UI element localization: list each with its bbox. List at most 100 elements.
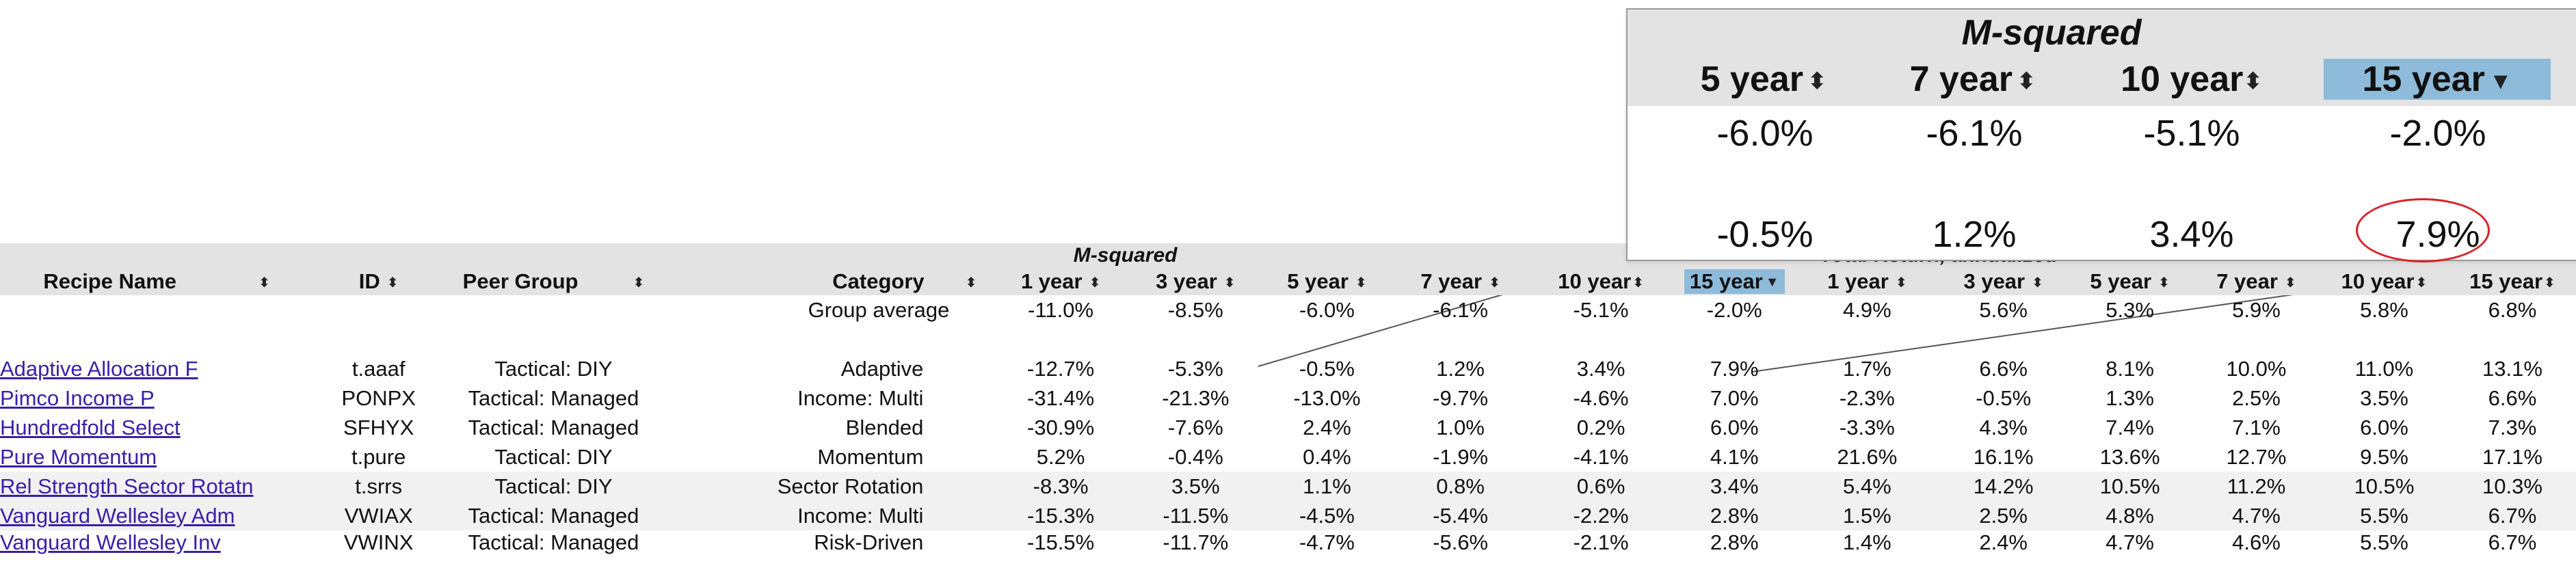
- sort-updown-icon[interactable]: ⬍: [1089, 275, 1101, 291]
- table-cell: 13.1%: [2482, 356, 2542, 381]
- zoom-value: -0.5%: [1716, 214, 1814, 255]
- sort-updown-icon[interactable]: ⬍: [1489, 275, 1500, 291]
- table-cell: 0.6%: [1576, 474, 1625, 498]
- recipe-link[interactable]: Vanguard Wellesley Inv: [0, 530, 221, 554]
- table-cell: 11.2%: [2227, 474, 2286, 498]
- table-cell: 9.5%: [2360, 444, 2408, 469]
- table-row: Vanguard Wellesley Adm VWIAX Tactical: Man…: [0, 501, 2576, 530]
- col-header-ms-10y[interactable]: 10 year ⬍: [1558, 269, 1644, 293]
- category-cell: Sector Rotation: [777, 474, 924, 498]
- sort-updown-icon[interactable]: ⬍: [2032, 275, 2043, 291]
- col-header-tr-7y[interactable]: 7 year ⬍: [2216, 269, 2296, 293]
- sort-desc-icon[interactable]: ▼: [1765, 275, 1779, 290]
- sort-updown-icon[interactable]: ⬍: [386, 275, 399, 291]
- sort-updown-icon[interactable]: ⬍: [1895, 275, 1907, 291]
- sort-updown-icon[interactable]: ⬍: [2284, 275, 2296, 291]
- sort-updown-icon[interactable]: ⬍: [965, 275, 977, 291]
- zoom-col-7-year[interactable]: 7 year ⬍: [1894, 59, 2051, 100]
- peer-group-cell: Tactical: Managed: [468, 415, 639, 439]
- col-header-recipe-name[interactable]: Recipe Name ⬍: [43, 269, 270, 293]
- group-average-label: Group average: [808, 297, 950, 322]
- table-row: Adaptive Allocation F t.aaaf Tactical: DIY…: [0, 354, 2576, 383]
- table-cell: -2.3%: [1839, 385, 1895, 410]
- table-cell: 6.7%: [2488, 503, 2537, 528]
- zoom-value: -6.1%: [1926, 113, 2023, 154]
- table-cell: -4.7%: [1299, 530, 1355, 554]
- recipe-link[interactable]: Hundredfold Select: [0, 415, 181, 439]
- col-header-ms-1y[interactable]: 1 year ⬍: [1020, 269, 1101, 293]
- table-cell: 5.9%: [2232, 297, 2281, 322]
- table-cell: 10.3%: [2482, 474, 2542, 498]
- sort-updown-icon[interactable]: ⬍: [1355, 275, 1367, 291]
- table-cell: -8.5%: [1167, 297, 1223, 322]
- recipe-link[interactable]: Pimco Income P: [0, 385, 155, 410]
- table-cell: 3.4%: [1710, 474, 1759, 498]
- col-header-tr-10y[interactable]: 10 year ⬍: [2341, 269, 2428, 293]
- table-cell: -15.3%: [1027, 503, 1095, 528]
- sort-updown-icon[interactable]: ⬍: [1632, 275, 1644, 291]
- col-header-tr-5y[interactable]: 5 year ⬍: [2090, 269, 2170, 293]
- table-cell: 6.8%: [2488, 297, 2537, 322]
- sort-updown-icon[interactable]: ⬍: [1807, 68, 1827, 95]
- table-cell: 6.6%: [2488, 385, 2537, 410]
- table-cell: 2.4%: [1979, 530, 2028, 554]
- group-average-row: Group average -11.0% -8.5% -6.0% -6.1% -…: [0, 295, 2576, 325]
- sort-updown-icon[interactable]: ⬍: [2415, 275, 2428, 291]
- zoom-col-10-year[interactable]: 10 year⬍: [2106, 59, 2277, 100]
- table-cell: 10.5%: [2354, 474, 2415, 498]
- table-cell: 2.8%: [1710, 503, 1759, 528]
- recipe-link[interactable]: Adaptive Allocation F: [0, 356, 198, 381]
- peer-group-cell: Tactical: Managed: [468, 503, 639, 528]
- peer-group-cell: Tactical: DIY: [494, 356, 613, 381]
- peer-group-cell: Tactical: DIY: [494, 474, 613, 498]
- zoom-col-5-year[interactable]: 5 year ⬍: [1685, 59, 1842, 100]
- col-header-tr-1y[interactable]: 1 year ⬍: [1827, 269, 1907, 293]
- table-body: Group average -11.0% -8.5% -6.0% -6.1% -…: [0, 295, 2576, 560]
- table-cell: -0.4%: [1167, 444, 1223, 469]
- col-header-ms-5y[interactable]: 5 year ⬍: [1287, 269, 1367, 293]
- category-cell: Income: Multi: [797, 385, 924, 410]
- table-cell: -7.6%: [1167, 415, 1223, 439]
- recipe-link[interactable]: Pure Momentum: [0, 444, 157, 469]
- table-cell: 4.9%: [1843, 297, 1891, 322]
- table-cell: -5.3%: [1167, 356, 1223, 381]
- col-header-id[interactable]: ID ⬍: [358, 269, 399, 293]
- table-row: Pimco Income P PONPX Tactical: Managed Inco…: [0, 383, 2576, 413]
- sort-updown-icon[interactable]: ⬍: [2158, 275, 2170, 291]
- table-cell: -2.2%: [1573, 503, 1629, 528]
- col-header-ms-15y[interactable]: 15 year ▼: [1675, 268, 1794, 295]
- zoom-connector-left: [1258, 258, 1627, 367]
- col-header-ms-3y[interactable]: 3 year ⬍: [1156, 269, 1236, 293]
- table-cell: -30.9%: [1027, 415, 1095, 439]
- sort-updown-icon[interactable]: ⬍: [2016, 68, 2036, 95]
- col-header-ms-7y[interactable]: 7 year ⬍: [1420, 269, 1500, 293]
- col-header-category[interactable]: Category ⬍: [832, 269, 977, 293]
- sort-updown-icon[interactable]: ⬍: [2243, 68, 2263, 95]
- table-cell: 0.8%: [1436, 474, 1485, 498]
- table-row: Hundredfold Select SFHYX Tactical: Managed…: [0, 413, 2576, 442]
- sort-updown-icon[interactable]: ⬍: [2544, 275, 2555, 291]
- table-cell: -2.0%: [1706, 297, 1762, 322]
- col-header-tr-3y[interactable]: 3 year ⬍: [1963, 269, 2043, 293]
- table-cell: -1.9%: [1433, 444, 1489, 469]
- sort-updown-icon[interactable]: ⬍: [1223, 275, 1236, 291]
- sort-desc-icon[interactable]: ▼: [2488, 68, 2512, 95]
- sort-updown-icon[interactable]: ⬍: [633, 275, 645, 291]
- recipe-name-cell: Adaptive Allocation F: [0, 354, 313, 383]
- col-header-peer-group[interactable]: Peer Group ⬍: [462, 269, 645, 293]
- table-cell: 16.1%: [1973, 444, 2034, 469]
- sort-updown-icon[interactable]: ⬍: [258, 275, 270, 291]
- zoom-value: -6.0%: [1716, 113, 1814, 154]
- recipe-link[interactable]: Rel Strength Sector Rotatn: [0, 474, 254, 498]
- zoom-col-15-year[interactable]: 15 year ▼: [2324, 59, 2551, 100]
- table-cell: 10.5%: [2099, 474, 2160, 498]
- table-cell: 2.8%: [1710, 530, 1759, 554]
- table-cell: 1.7%: [1843, 356, 1891, 381]
- recipe-link[interactable]: Vanguard Wellesley Adm: [0, 503, 235, 528]
- table-cell: -11.0%: [1028, 297, 1094, 322]
- col-header-tr-15y[interactable]: 15 year ⬍: [2469, 269, 2555, 293]
- table-cell: 10.0%: [2226, 356, 2287, 381]
- table-cell: 2.5%: [2232, 385, 2281, 410]
- table-cell: 5.5%: [2360, 530, 2408, 554]
